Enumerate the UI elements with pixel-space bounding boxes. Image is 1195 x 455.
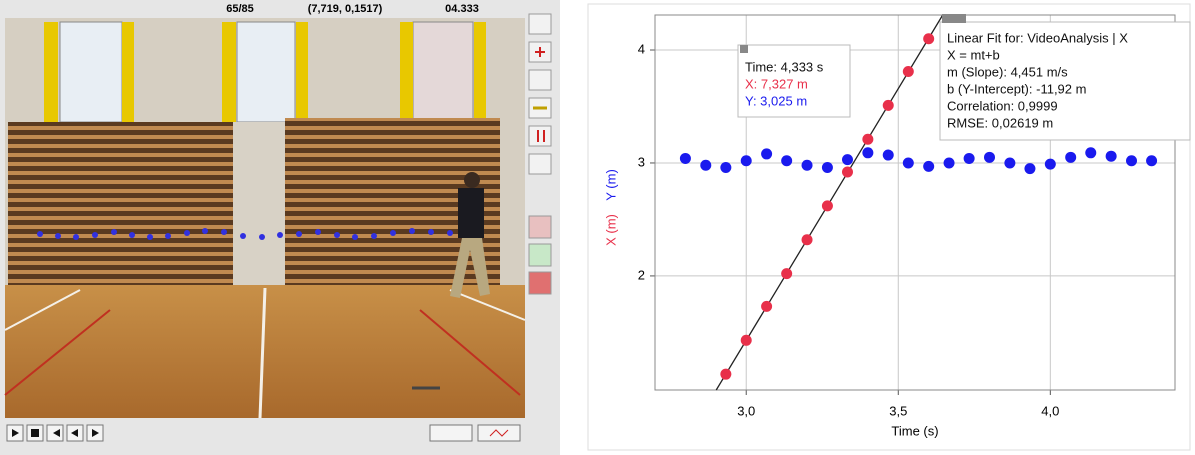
- data-point: [720, 369, 731, 380]
- data-point: [741, 335, 752, 346]
- data-point: [1146, 155, 1157, 166]
- fit-text: Correlation: 0,9999: [947, 98, 1058, 113]
- video-frame: [5, 18, 525, 418]
- data-point: [964, 153, 975, 164]
- data-point: [1085, 147, 1096, 158]
- data-point: [822, 162, 833, 173]
- data-point: [781, 155, 792, 166]
- box-handle: [942, 14, 966, 23]
- tool-axes[interactable]: [529, 154, 551, 174]
- y-tick-label: 3: [638, 154, 645, 169]
- data-point: [1126, 155, 1137, 166]
- frame-counter: 65/85: [226, 3, 254, 15]
- data-point: [984, 152, 995, 163]
- screen: 65/85 (7,719, 0,1517) 04.333: [0, 0, 1195, 455]
- data-point: [781, 268, 792, 279]
- fit-text: X = mt+b: [947, 47, 1000, 62]
- data-point: [802, 234, 813, 245]
- readout-text: X: 7,327 m: [745, 76, 808, 91]
- data-point: [903, 66, 914, 77]
- data-point: [761, 148, 772, 159]
- box-handle: [740, 45, 748, 53]
- data-point: [1045, 159, 1056, 170]
- fit-text: m (Slope): 4,451 m/s: [947, 64, 1068, 79]
- data-point: [923, 33, 934, 44]
- y-axis-label: X (m): [603, 214, 618, 246]
- toolbar: [529, 14, 551, 294]
- tool-link[interactable]: [529, 216, 551, 238]
- fit-text: b (Y-Intercept): -11,92 m: [947, 81, 1086, 96]
- coordinates: (7,719, 0,1517): [308, 3, 383, 15]
- data-point: [883, 150, 894, 161]
- data-point: [741, 155, 752, 166]
- data-point: [862, 147, 873, 158]
- tool-origin[interactable]: [529, 70, 551, 90]
- video-time: 04.333: [445, 3, 479, 15]
- x-axis-label: Time (s): [891, 423, 938, 438]
- fit-text: RMSE: 0,02619 m: [947, 115, 1053, 130]
- x-tick-label: 3,5: [889, 403, 907, 418]
- fit-text: Linear Fit for: VideoAnalysis | X: [947, 30, 1128, 45]
- data-point: [680, 153, 691, 164]
- data-point: [1004, 157, 1015, 168]
- data-point: [700, 160, 711, 171]
- x-tick-label: 4,0: [1041, 403, 1059, 418]
- data-point: [923, 161, 934, 172]
- readout-text: Y: 3,025 m: [745, 93, 807, 108]
- step-control[interactable]: [430, 425, 472, 441]
- data-point: [842, 167, 853, 178]
- data-point: [862, 134, 873, 145]
- tool-ruler[interactable]: [529, 126, 551, 146]
- readout-text: Time: 4,333 s: [745, 59, 824, 74]
- data-point: [1065, 152, 1076, 163]
- data-point: [1106, 151, 1117, 162]
- tool-select[interactable]: [529, 14, 551, 34]
- data-point: [1024, 163, 1035, 174]
- x-tick-label: 3,0: [737, 403, 755, 418]
- data-point: [761, 301, 772, 312]
- y-tick-label: 2: [638, 267, 645, 282]
- tool-graph[interactable]: [529, 244, 551, 266]
- data-point: [720, 162, 731, 173]
- y-axis-label: Y (m): [603, 169, 618, 201]
- data-point: [822, 200, 833, 211]
- data-point: [903, 157, 914, 168]
- data-point: [802, 160, 813, 171]
- data-point: [944, 157, 955, 168]
- data-point: [883, 100, 894, 111]
- data-point: [842, 154, 853, 165]
- tool-delete[interactable]: [529, 272, 551, 294]
- y-tick-label: 4: [638, 41, 645, 56]
